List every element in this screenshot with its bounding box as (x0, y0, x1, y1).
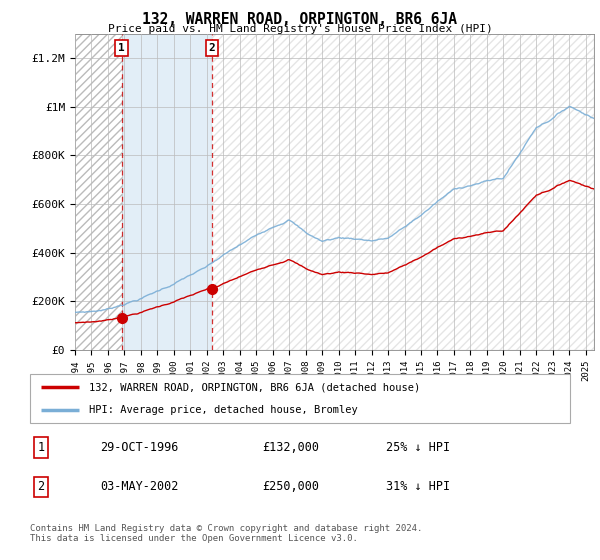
FancyBboxPatch shape (30, 374, 570, 423)
Text: 03-MAY-2002: 03-MAY-2002 (100, 480, 179, 493)
Bar (122, 34, 212, 350)
Text: 2: 2 (209, 43, 215, 53)
Text: 25% ↓ HPI: 25% ↓ HPI (386, 441, 451, 454)
Text: £250,000: £250,000 (262, 480, 319, 493)
Bar (75, 34, 122, 350)
Text: HPI: Average price, detached house, Bromley: HPI: Average price, detached house, Brom… (89, 405, 358, 415)
Text: Contains HM Land Registry data © Crown copyright and database right 2024.
This d: Contains HM Land Registry data © Crown c… (30, 524, 422, 543)
Text: 2: 2 (37, 480, 44, 493)
Text: 31% ↓ HPI: 31% ↓ HPI (386, 480, 451, 493)
Text: 29-OCT-1996: 29-OCT-1996 (100, 441, 179, 454)
Bar (75, 34, 122, 350)
Bar (212, 34, 594, 350)
Text: 132, WARREN ROAD, ORPINGTON, BR6 6JA: 132, WARREN ROAD, ORPINGTON, BR6 6JA (143, 12, 458, 27)
Text: £132,000: £132,000 (262, 441, 319, 454)
Text: 1: 1 (118, 43, 125, 53)
Text: 132, WARREN ROAD, ORPINGTON, BR6 6JA (detached house): 132, WARREN ROAD, ORPINGTON, BR6 6JA (de… (89, 382, 421, 393)
Bar (212, 34, 594, 350)
Text: Price paid vs. HM Land Registry's House Price Index (HPI): Price paid vs. HM Land Registry's House … (107, 24, 493, 34)
Text: 1: 1 (37, 441, 44, 454)
